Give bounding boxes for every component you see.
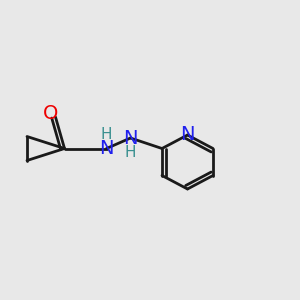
Text: H: H	[101, 127, 112, 142]
Text: H: H	[125, 145, 136, 160]
Text: N: N	[123, 128, 138, 148]
Text: N: N	[180, 125, 195, 145]
Text: N: N	[99, 139, 114, 158]
Text: O: O	[42, 104, 58, 123]
